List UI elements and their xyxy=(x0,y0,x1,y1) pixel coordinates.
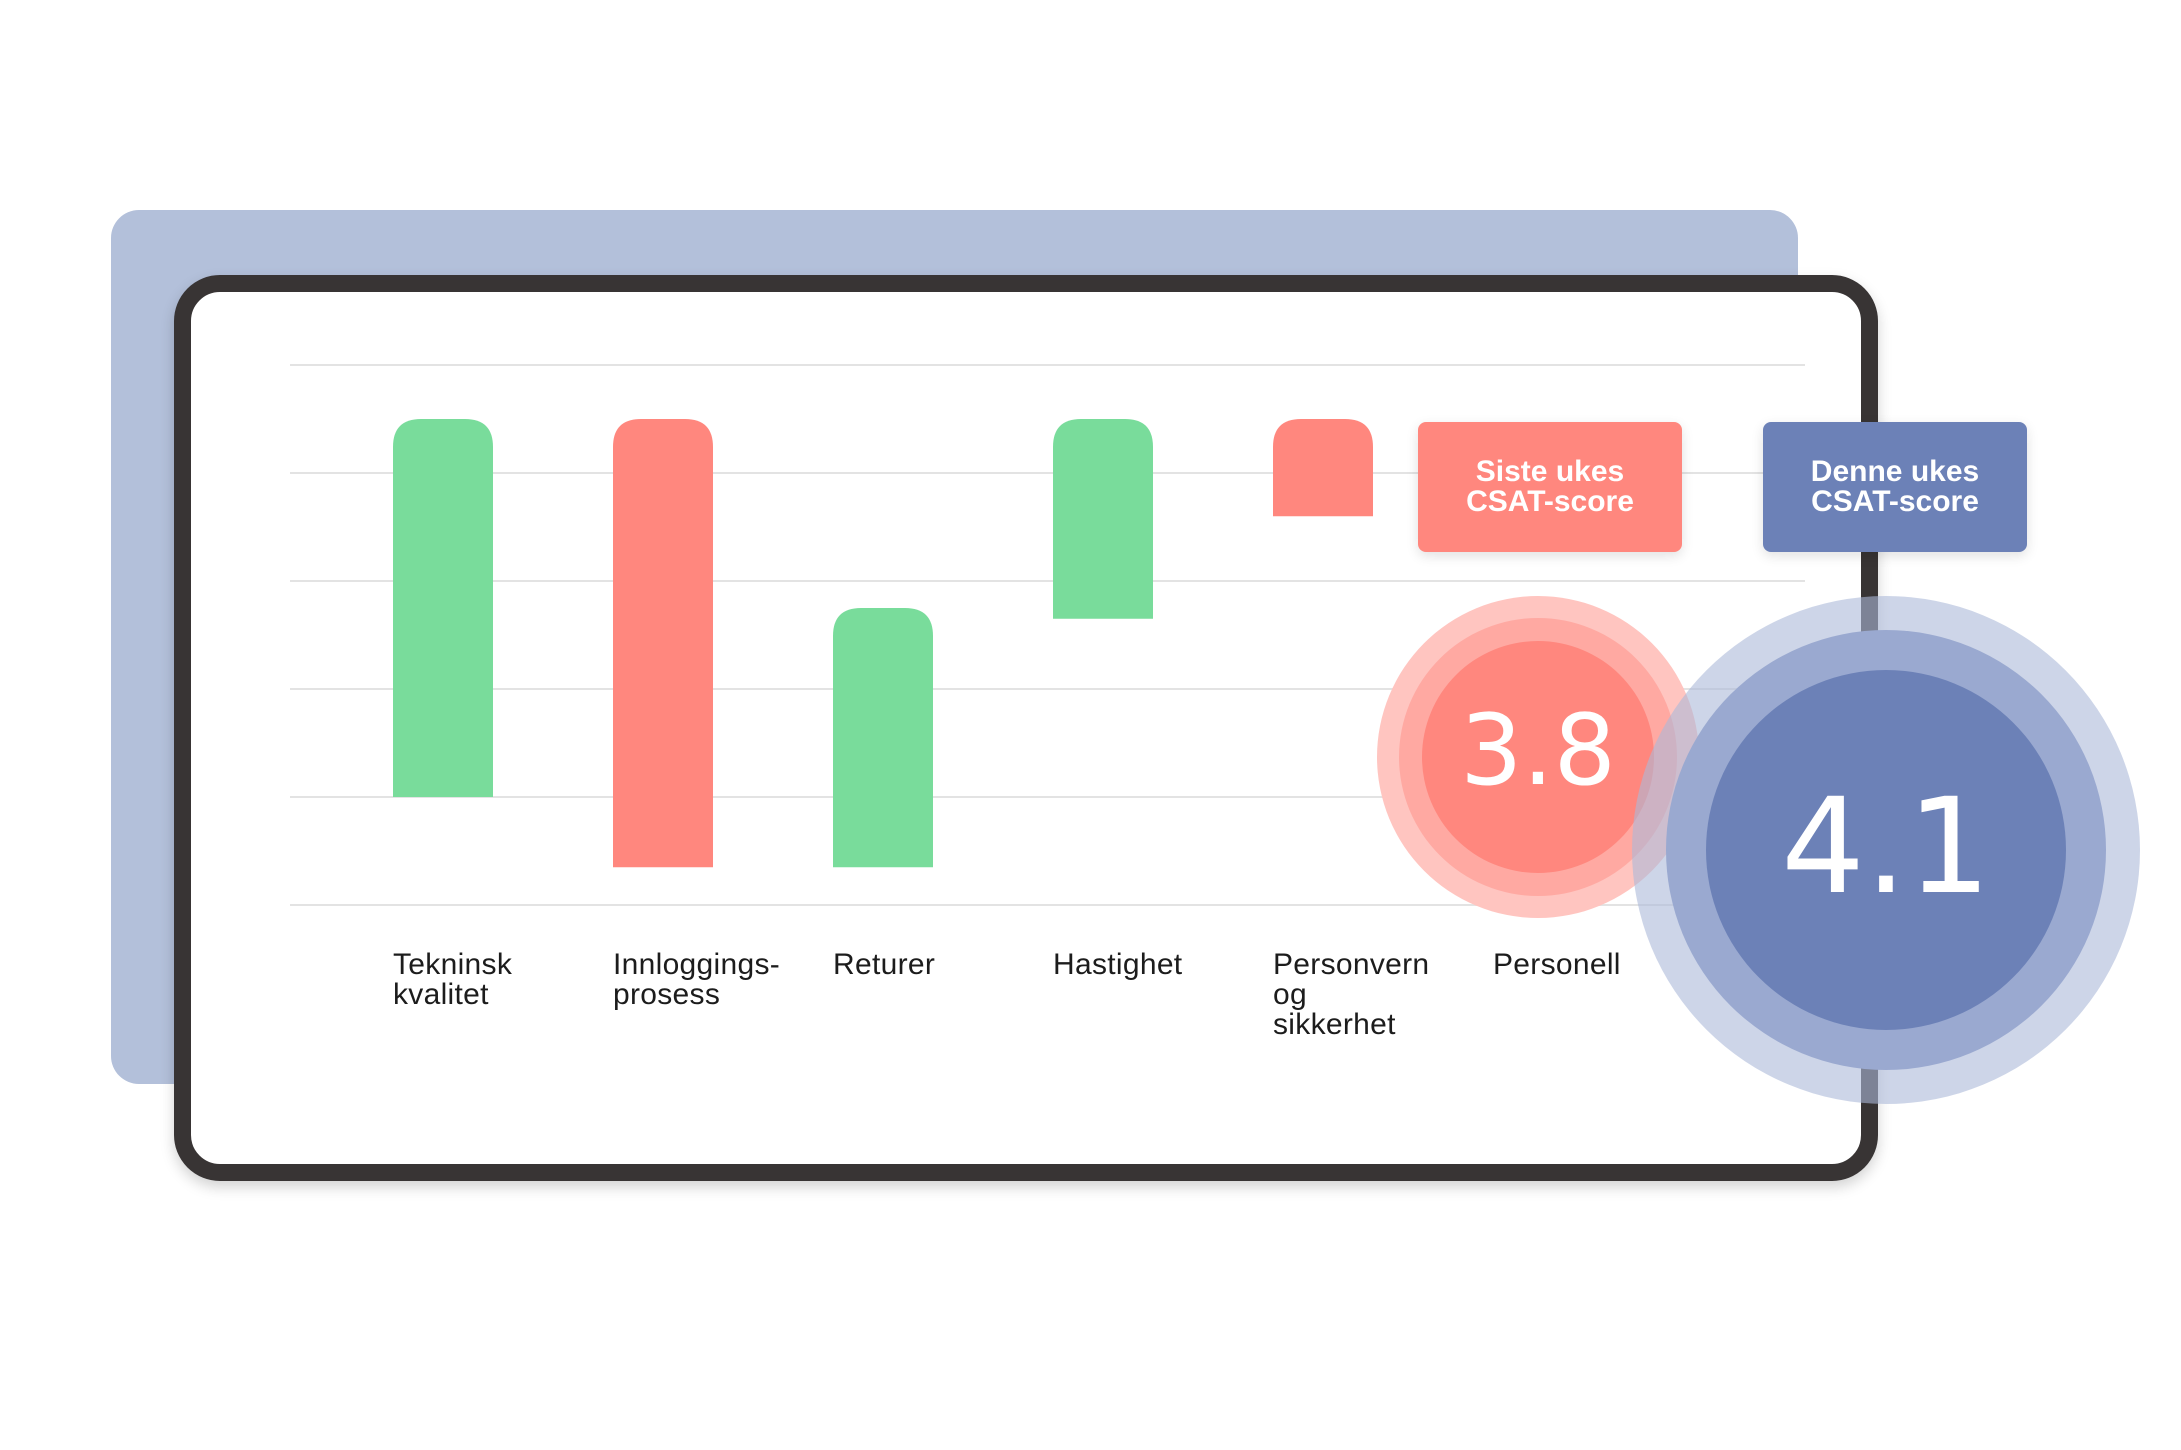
category-label: Personvern og sikkerhet xyxy=(1273,948,1430,1041)
bar-returer xyxy=(833,608,933,868)
category-label: Tekninsk kvalitet xyxy=(393,948,513,1011)
bar-personvern xyxy=(1273,419,1373,517)
current-score-core xyxy=(1706,670,2066,1030)
previous-score-value: 3.8 xyxy=(1460,694,1616,808)
category-label: Hastighet xyxy=(1053,948,1183,981)
previous-score-tooltip: Siste ukes CSAT-score xyxy=(1418,422,1682,552)
category-label: Returer xyxy=(833,948,936,981)
category-label: Personell xyxy=(1493,948,1621,981)
current-score-bubble: 4.1 xyxy=(1632,596,2140,1104)
bar-innloggings xyxy=(613,419,713,868)
category-label: Innloggings- prosess xyxy=(613,948,781,1011)
current-score-tooltip: Denne ukes CSAT-score xyxy=(1763,422,2027,552)
current-score-value: 4.1 xyxy=(1781,770,1991,924)
bar-hastighet xyxy=(1053,419,1153,619)
bar-tekninsk xyxy=(393,419,493,797)
previous-score-core xyxy=(1422,641,1654,873)
